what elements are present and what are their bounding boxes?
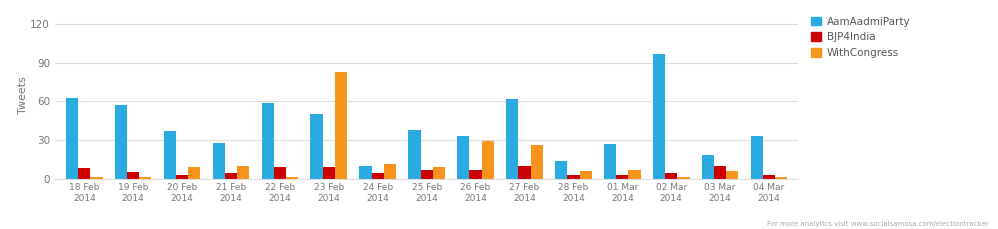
Bar bbox=[164, 131, 176, 179]
Bar bbox=[604, 144, 616, 179]
Bar bbox=[335, 72, 347, 179]
Bar bbox=[127, 172, 140, 179]
Bar bbox=[531, 145, 543, 179]
Bar bbox=[616, 175, 629, 179]
Bar bbox=[371, 174, 384, 179]
Bar bbox=[567, 175, 580, 179]
Bar bbox=[506, 99, 518, 179]
Bar bbox=[384, 164, 396, 179]
Bar bbox=[420, 170, 433, 179]
Text: For more analytics visit www.socialsamosa.com/electiontracker: For more analytics visit www.socialsamos… bbox=[766, 221, 988, 227]
Bar bbox=[66, 98, 78, 179]
Bar bbox=[115, 105, 127, 179]
Bar bbox=[518, 166, 531, 179]
Bar bbox=[665, 174, 678, 179]
Y-axis label: Tweets: Tweets bbox=[18, 76, 28, 114]
Bar bbox=[225, 174, 238, 179]
Legend: AamAadmiParty, BJP4India, WithCongress: AamAadmiParty, BJP4India, WithCongress bbox=[811, 17, 910, 58]
Bar bbox=[750, 136, 762, 179]
Bar bbox=[273, 167, 286, 179]
Bar bbox=[238, 166, 250, 179]
Bar bbox=[469, 170, 482, 179]
Bar bbox=[91, 177, 103, 179]
Bar bbox=[580, 171, 592, 179]
Bar bbox=[322, 167, 335, 179]
Bar bbox=[310, 114, 322, 179]
Bar bbox=[408, 130, 420, 179]
Bar bbox=[482, 141, 494, 179]
Bar bbox=[775, 177, 787, 179]
Bar bbox=[457, 136, 469, 179]
Bar bbox=[653, 54, 665, 179]
Bar bbox=[555, 161, 567, 179]
Bar bbox=[762, 175, 775, 179]
Bar bbox=[433, 167, 445, 179]
Bar bbox=[213, 143, 225, 179]
Bar bbox=[359, 166, 371, 179]
Bar bbox=[702, 155, 714, 179]
Bar bbox=[140, 177, 152, 179]
Bar bbox=[261, 103, 273, 179]
Bar bbox=[176, 175, 189, 179]
Bar bbox=[714, 166, 727, 179]
Bar bbox=[678, 177, 690, 179]
Bar bbox=[629, 170, 641, 179]
Bar bbox=[78, 168, 91, 179]
Bar bbox=[286, 177, 298, 179]
Bar bbox=[727, 171, 739, 179]
Bar bbox=[189, 167, 201, 179]
